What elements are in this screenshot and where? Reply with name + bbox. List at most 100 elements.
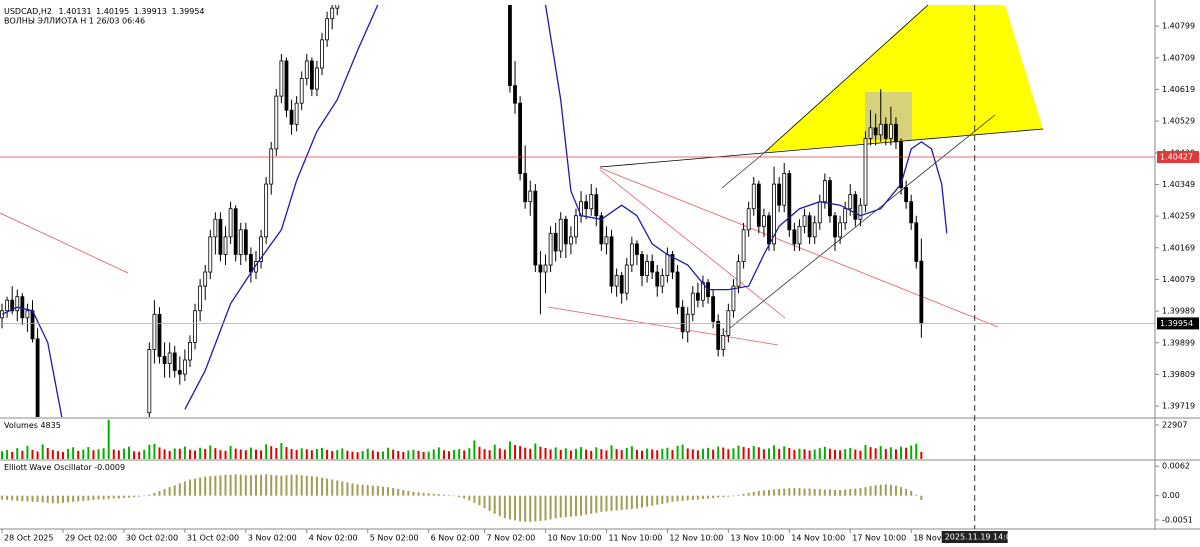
indicator-bar [351,451,354,459]
candle-body [513,85,517,104]
indicator-bar [793,449,796,459]
candle-body [193,310,197,343]
trend-line [599,169,786,319]
indicator-bar [783,488,786,496]
indicator-bar [72,495,75,502]
indicator-bar [595,495,598,513]
indicator-bar [148,444,151,459]
x-tick-label: 29 Oct 02:00 [65,534,117,543]
indicator-bar [133,495,136,498]
indicator-bar [473,440,476,459]
indicator-bar [828,448,831,459]
indicator-bar [67,448,70,459]
indicator-bar [31,495,34,502]
indicator-bar [691,495,694,500]
indicator-bar [773,489,776,496]
indicator-bar [36,495,39,502]
symbol: USDCAD,H2 [4,7,52,16]
indicator-bar [143,495,146,497]
indicator-bar [514,445,517,459]
indicator-bar [463,495,466,499]
indicator-bar [173,448,176,459]
indicator-bar [884,448,887,459]
candle-body [233,208,238,255]
indicator-bar [666,447,669,459]
indicator-bar [610,495,613,511]
price-pane [0,5,1155,417]
price-label-box [1157,317,1199,330]
x-tick-label: 18 Nov 10 [913,534,954,543]
candle-body [518,102,523,174]
indicator-bar [138,451,141,459]
x-tick-label: 6 Nov 02:00 [431,534,480,543]
indicator-bar [336,450,339,459]
candle-body [695,292,700,301]
candle-body [584,201,589,210]
indicator-bar [701,448,704,459]
indicator-bar [417,492,420,496]
indicator-bar [788,448,791,459]
indicator-bar [864,487,867,496]
indicator-bar [295,449,298,459]
chart-header: USDCAD,H2 1.40131 1.40195 1.39913 1.3995… [4,7,205,16]
candle-body [878,123,883,136]
indicator-bar [849,447,852,459]
indicator-bar [920,451,923,459]
indicator-bar [676,495,679,502]
indicator-bar [387,447,390,459]
candle-body [665,254,670,276]
indicator-bar [539,495,542,521]
candle-body [883,123,888,139]
indicator-bar [229,445,232,459]
indicator-bar [524,495,527,522]
candle-body [909,201,914,224]
indicator-bar [432,493,435,496]
indicator-bar [651,449,654,459]
indicator-bar [188,449,191,459]
indicator-bar [717,495,720,498]
highlight-box [865,92,912,140]
candle-body [325,18,329,41]
candle-body [284,60,289,111]
indicator-bar [752,491,755,496]
indicator-bar [905,447,908,459]
candle-body [10,299,15,312]
indicator-bar [803,449,806,459]
candle-body [736,261,741,287]
indicator-bar [6,495,9,500]
y-tick-label: -0.0051 [1162,515,1193,524]
indicator-bar [275,448,278,459]
indicator-bar [788,488,791,496]
trend-line [547,306,779,346]
indicator-bar [46,495,49,503]
indicator-bar [574,448,577,459]
candle-body [35,338,40,417]
indicator-bar [656,495,659,505]
indicator-name: Volumes [4,421,38,430]
indicator-bar [31,449,34,459]
candle-body [650,261,655,273]
indicator-bar [524,447,527,459]
candle-body [640,254,644,276]
indicator-bar [585,449,588,459]
oscillator-pane [1,474,923,522]
indicator-bar [762,490,765,496]
candle-body [777,183,782,206]
candle-body [812,222,817,238]
candle-body [198,285,203,312]
candle-body [269,148,274,185]
indicator-bar [280,442,283,459]
indicator-bar [300,448,303,459]
indicator-bar [61,452,64,459]
indicator-bar [839,450,842,459]
indicator-bar [117,450,120,459]
indicator-bar [920,495,923,500]
indicator-bar [661,448,664,459]
indicator-bar [900,487,903,496]
candle-body [548,232,553,266]
candle-body [152,313,157,350]
indicator-bar [600,449,603,459]
indicator-bar [224,474,227,496]
